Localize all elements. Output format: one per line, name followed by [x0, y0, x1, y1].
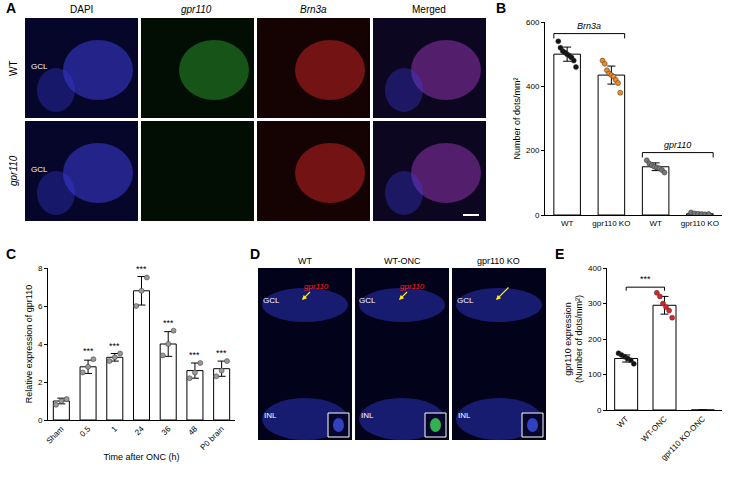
svg-text:***: ***: [109, 341, 120, 351]
svg-text:***: ***: [216, 348, 227, 358]
svg-text:gpr110 expression(Number of do: gpr110 expression(Number of dots/mm²): [563, 295, 585, 383]
svg-text:Sham: Sham: [44, 424, 65, 445]
svg-text:GCL: GCL: [457, 296, 474, 305]
svg-text:D: D: [250, 246, 260, 262]
svg-text:300: 300: [588, 299, 602, 308]
svg-text:gpr110 KO-ONC: gpr110 KO-ONC: [659, 414, 707, 462]
svg-text:0: 0: [535, 211, 540, 220]
svg-text:gpr110 KO: gpr110 KO: [477, 256, 520, 266]
svg-text:Time after ONC (h): Time after ONC (h): [103, 452, 179, 462]
svg-text:gpr110 KO: gpr110 KO: [592, 219, 630, 228]
svg-text:P0 brain: P0 brain: [198, 424, 225, 451]
svg-text:1: 1: [110, 424, 120, 434]
svg-text:WT: WT: [561, 219, 574, 228]
svg-text:INL: INL: [458, 411, 471, 420]
svg-text:0.5: 0.5: [78, 424, 93, 439]
svg-text:E: E: [555, 246, 564, 262]
svg-text:Brn3a: Brn3a: [300, 4, 327, 15]
svg-text:B: B: [496, 0, 506, 16]
svg-text:Merged: Merged: [412, 4, 446, 15]
svg-text:***: ***: [83, 346, 94, 356]
svg-text:WT-ONC: WT-ONC: [384, 256, 421, 266]
svg-text:A: A: [6, 0, 16, 16]
svg-text:48: 48: [187, 424, 200, 437]
svg-text:WT-ONC: WT-ONC: [639, 414, 668, 443]
svg-text:gpr110: gpr110: [8, 155, 19, 186]
svg-text:GCL: GCL: [31, 165, 48, 174]
svg-text:WT: WT: [8, 60, 19, 76]
svg-text:gpr110: gpr110: [664, 140, 691, 150]
svg-text:gpr110: gpr110: [304, 282, 329, 291]
svg-text:GCL: GCL: [263, 296, 280, 305]
svg-text:GCL: GCL: [31, 62, 48, 71]
svg-text:gpr110: gpr110: [400, 282, 425, 291]
svg-text:***: ***: [136, 264, 147, 274]
svg-text:Number of dots/mm²: Number of dots/mm²: [512, 77, 522, 159]
svg-text:WT: WT: [615, 414, 630, 429]
svg-text:Brn3a: Brn3a: [577, 21, 601, 31]
svg-text:INL: INL: [361, 411, 374, 420]
svg-text:6: 6: [38, 302, 43, 311]
svg-text:100: 100: [588, 370, 602, 379]
svg-text:0: 0: [597, 406, 602, 415]
svg-text:***: ***: [640, 274, 651, 284]
svg-text:C: C: [6, 246, 16, 262]
svg-text:***: ***: [189, 350, 200, 360]
svg-text:gpr110: gpr110: [181, 4, 212, 15]
svg-text:2: 2: [38, 378, 43, 387]
svg-text:0: 0: [38, 416, 43, 425]
svg-text:Relative expression of gpr110: Relative expression of gpr110: [24, 285, 34, 403]
svg-text:4: 4: [38, 340, 43, 349]
svg-text:WT: WT: [649, 219, 662, 228]
svg-text:200: 200: [526, 146, 540, 155]
svg-text:***: ***: [163, 318, 174, 328]
svg-text:24: 24: [133, 424, 146, 437]
svg-text:36: 36: [160, 424, 173, 437]
svg-text:400: 400: [588, 264, 602, 273]
svg-text:gpr110 KO: gpr110 KO: [681, 219, 719, 228]
svg-text:INL: INL: [264, 411, 277, 420]
svg-text:GCL: GCL: [359, 296, 376, 305]
svg-text:DAPI: DAPI: [70, 4, 93, 15]
svg-text:8: 8: [38, 264, 43, 273]
svg-text:200: 200: [588, 335, 602, 344]
svg-text:WT: WT: [298, 256, 312, 266]
svg-text:600: 600: [526, 18, 540, 27]
svg-text:400: 400: [526, 82, 540, 91]
